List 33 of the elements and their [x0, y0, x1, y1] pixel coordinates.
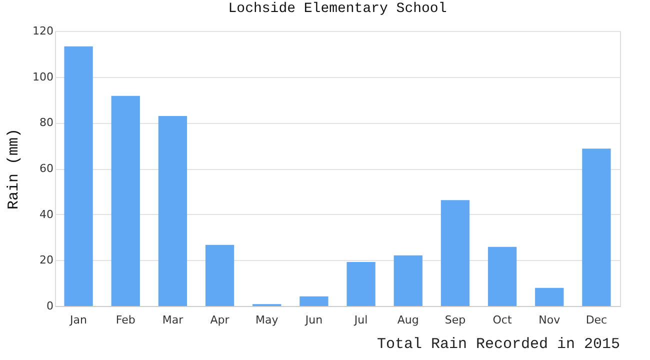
x-tick-label: May — [256, 314, 279, 326]
y-tick-label: 40 — [40, 208, 54, 221]
bar — [111, 96, 140, 306]
x-tick-label: Jun — [304, 314, 323, 326]
x-tick-label: Sep — [444, 314, 466, 326]
y-tick-label: 100 — [32, 70, 54, 84]
bar — [300, 296, 328, 306]
bar — [582, 148, 611, 306]
text: Total Rain Recorded in 2015 — [376, 336, 620, 353]
x-tick-label: Dec — [586, 314, 608, 326]
x-tick-label: Oct — [492, 314, 512, 326]
bar — [535, 288, 564, 306]
x-tick-label: Feb — [116, 314, 136, 326]
bar — [64, 46, 93, 306]
bar — [394, 255, 422, 306]
bar — [158, 116, 188, 306]
x-tick-label: Nov — [538, 314, 561, 326]
y-tick-label: 20 — [40, 254, 54, 267]
bar — [205, 244, 234, 306]
x-tick-label: Aug — [397, 314, 419, 326]
y-tick-label: 80 — [40, 116, 54, 130]
x-tick-label: Mar — [162, 314, 184, 326]
x-tick-label: Jan — [69, 314, 88, 326]
x-tick-label: Jul — [353, 314, 368, 326]
y-tick-label: 0 — [46, 300, 54, 312]
x-tick-label: Apr — [210, 314, 230, 326]
y-axis-title: Rain (mm) — [6, 128, 23, 210]
y-tick-label: 120 — [32, 24, 54, 38]
y-tick-label: 60 — [40, 162, 54, 175]
chart-title: Lochside Elementary School — [228, 1, 447, 17]
bar — [440, 200, 470, 306]
bar — [346, 262, 376, 306]
bar — [488, 246, 517, 306]
